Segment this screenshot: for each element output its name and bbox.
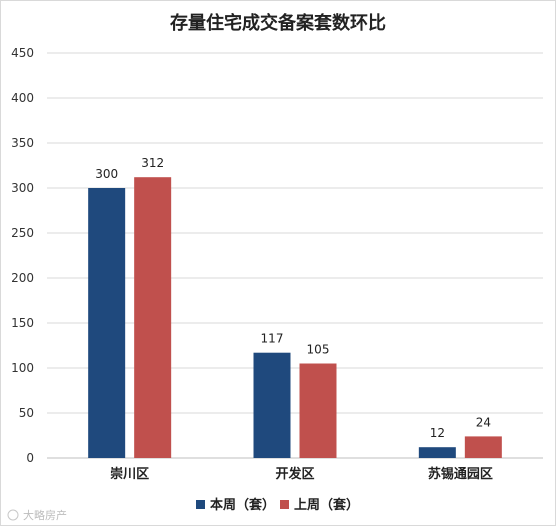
watermark-logo-icon [7, 509, 19, 521]
data-label: 24 [476, 415, 491, 429]
bar-this-week [418, 447, 456, 458]
y-tick-label: 150 [11, 316, 34, 330]
x-tick-label: 崇川区 [110, 466, 149, 482]
y-tick-label: 250 [11, 226, 34, 240]
bar-last-week [464, 436, 502, 458]
y-tick-label: 50 [19, 406, 34, 420]
data-label: 105 [307, 343, 330, 357]
data-label: 300 [95, 167, 118, 181]
bar-last-week [134, 177, 172, 458]
y-tick-label: 400 [11, 91, 34, 105]
bar-this-week [253, 352, 291, 458]
watermark-text: 大略房产 [23, 508, 67, 522]
y-tick-label: 350 [11, 136, 34, 150]
bar-this-week [88, 188, 126, 458]
y-axis: 0 50 100 150 200 250 300 350 400 450 [11, 46, 34, 465]
gridlines [47, 52, 543, 459]
watermark: 大略房产 [7, 508, 67, 522]
y-tick-label: 100 [11, 361, 34, 375]
y-tick-label: 450 [11, 46, 34, 60]
data-label: 117 [261, 332, 284, 346]
bars [88, 177, 502, 458]
legend-swatch [280, 500, 289, 509]
x-tick-label: 苏锡通园区 [428, 466, 493, 482]
x-tick-label: 开发区 [275, 466, 314, 482]
bar-last-week [299, 363, 337, 458]
data-label: 12 [430, 426, 445, 440]
legend-label: 上周（套） [294, 497, 359, 513]
x-axis: 崇川区 开发区 苏锡通园区 [110, 466, 493, 482]
y-tick-label: 300 [11, 181, 34, 195]
chart-title: 存量住宅成交备案套数环比 [170, 12, 386, 34]
data-labels: 300 312 117 105 12 24 [95, 156, 491, 440]
legend: 本周（套） 上周（套） [196, 497, 359, 513]
data-label: 312 [141, 156, 164, 170]
legend-label: 本周（套） [210, 497, 275, 513]
y-tick-label: 0 [26, 451, 34, 465]
legend-swatch [196, 500, 205, 509]
y-tick-label: 200 [11, 271, 34, 285]
